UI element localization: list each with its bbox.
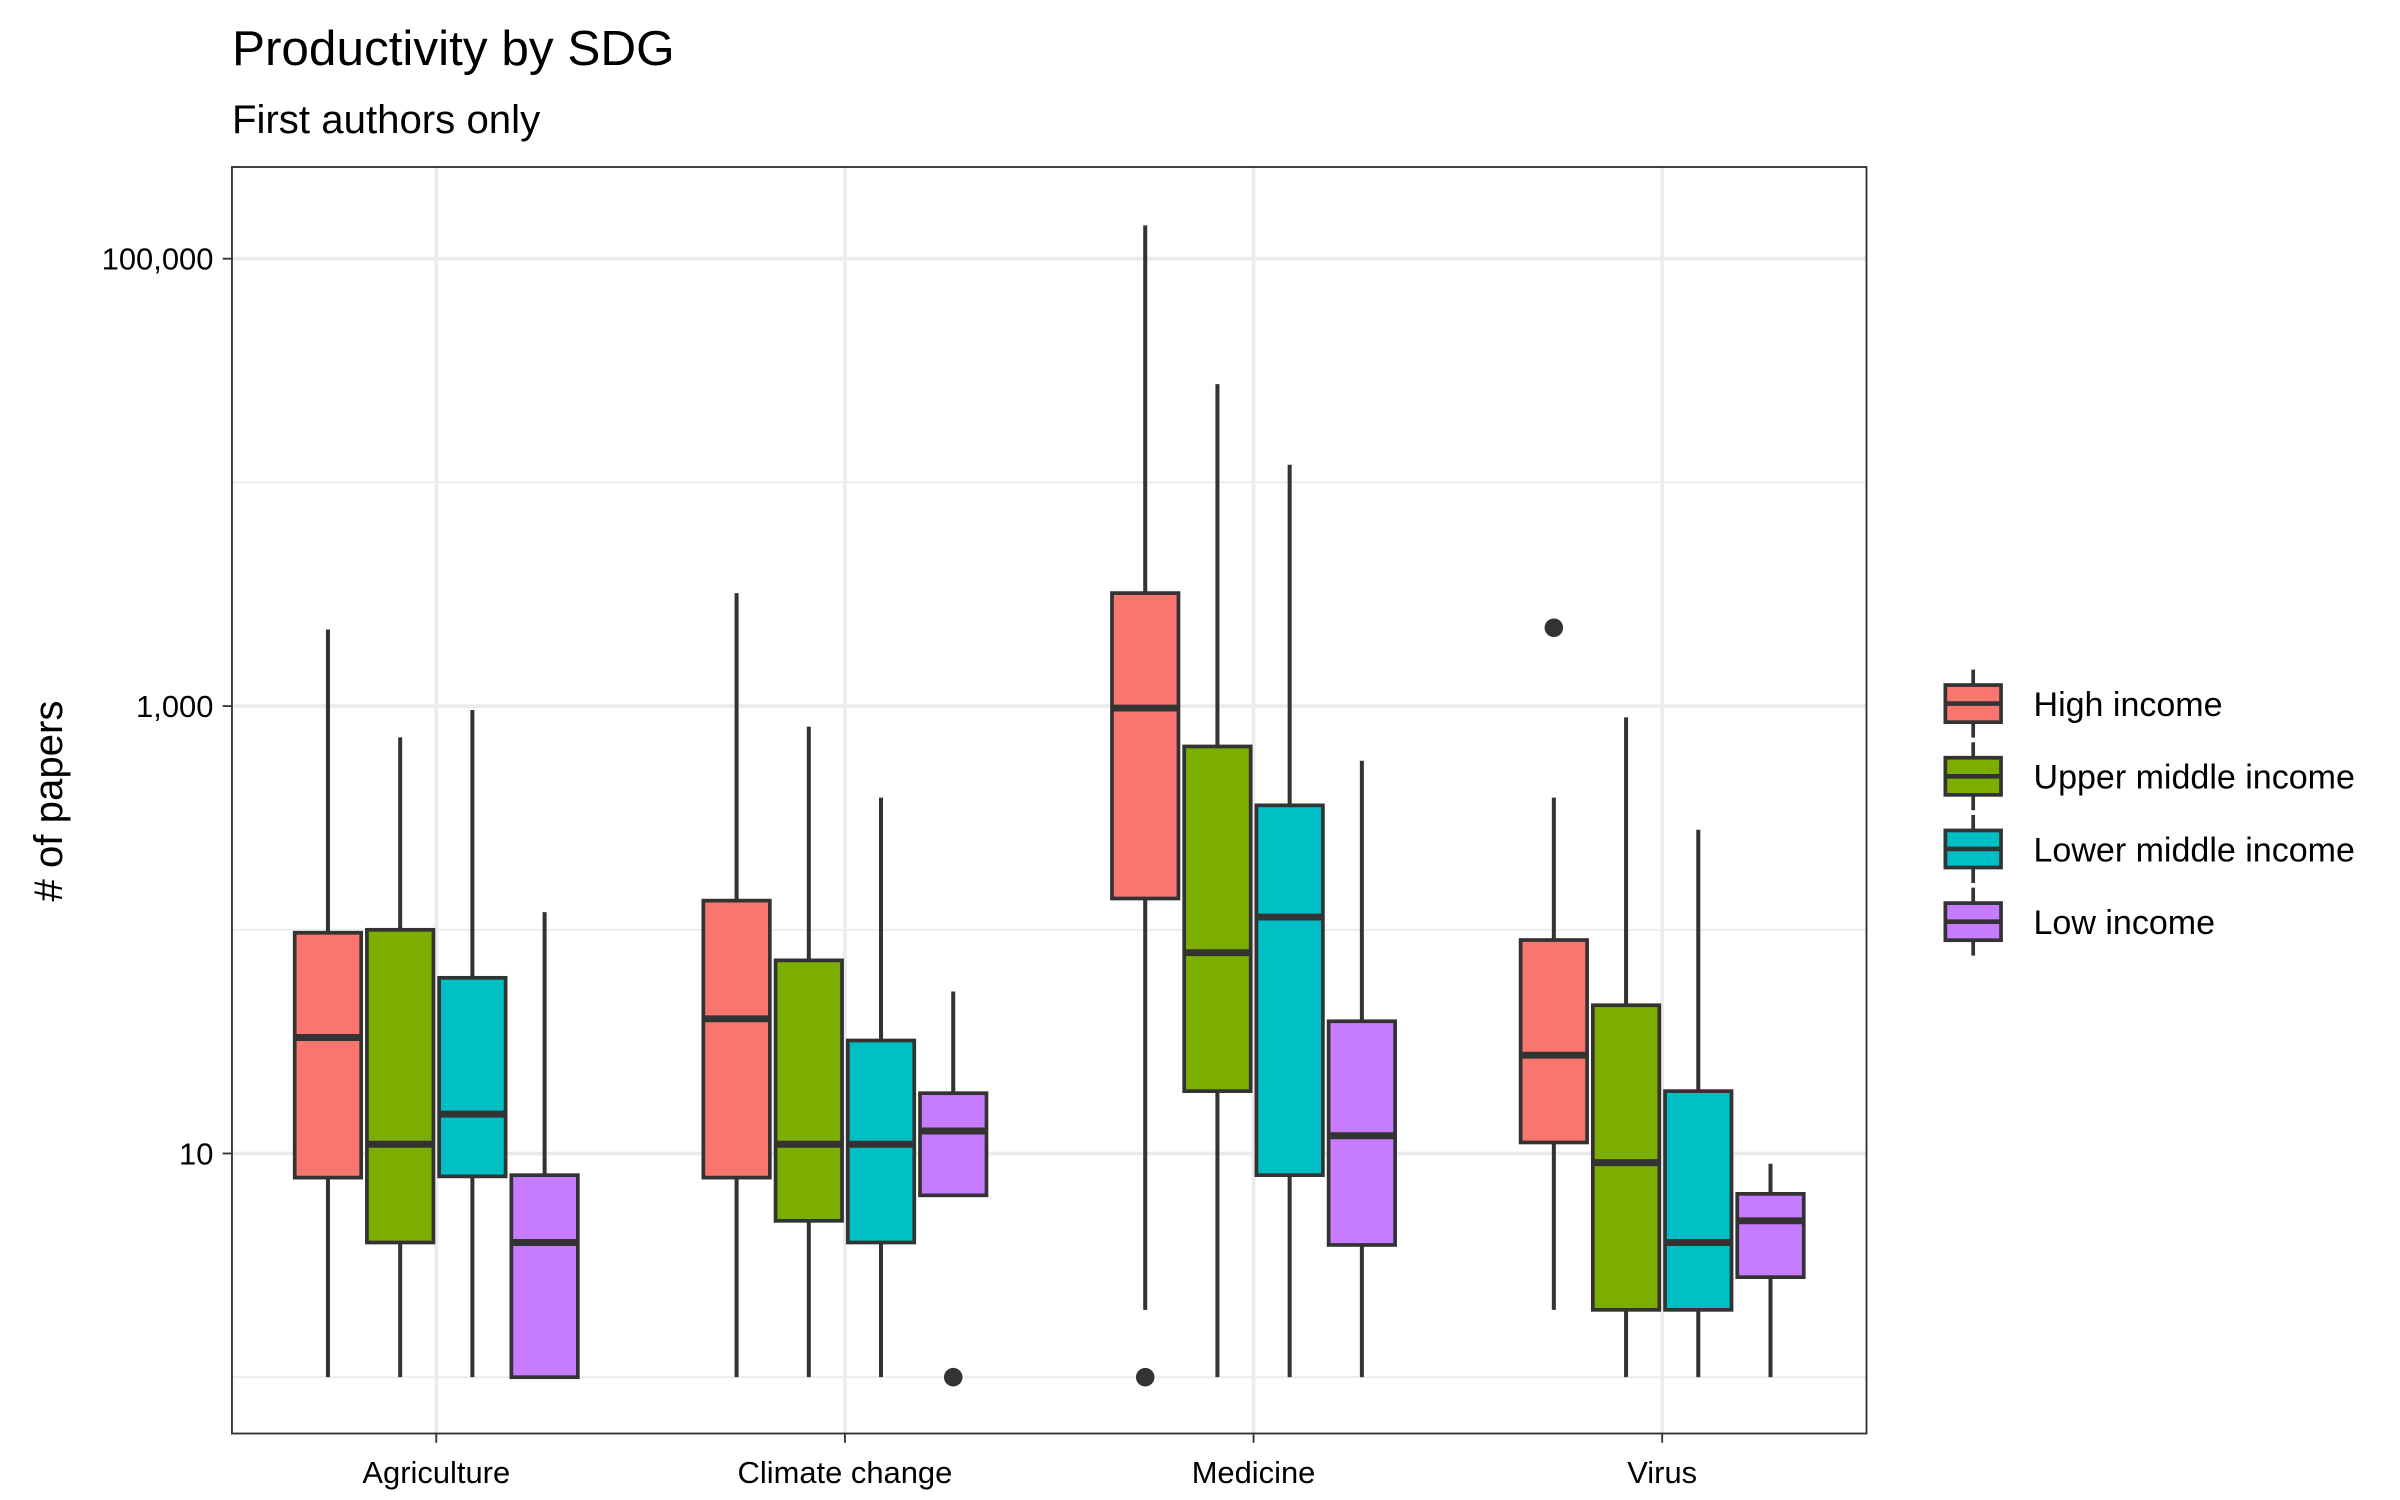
box-group	[773, 726, 844, 1378]
box-group	[918, 991, 989, 1387]
box	[365, 927, 436, 1245]
legend-item: High income	[1943, 669, 2223, 738]
box	[292, 930, 364, 1180]
box-group	[1735, 1163, 1806, 1378]
box	[509, 1173, 580, 1380]
legend-label: Lower middle income	[2034, 831, 2355, 869]
x-tick-label: Virus	[1627, 1455, 1697, 1490]
box	[1110, 591, 1181, 901]
legend-label: High income	[2034, 686, 2223, 724]
box-group	[292, 629, 364, 1378]
box-group	[1590, 717, 1662, 1378]
legend-item: Upper middle income	[1943, 742, 2355, 811]
legend-label: Upper middle income	[2034, 759, 2355, 797]
box-group	[365, 737, 436, 1378]
box	[1735, 1191, 1806, 1280]
legend-item: Lower middle income	[1943, 814, 2355, 883]
y-tick-label: 10	[179, 1136, 213, 1171]
legend-label: Low income	[2034, 904, 2216, 942]
box	[701, 898, 772, 1180]
box	[918, 1091, 989, 1198]
box	[437, 975, 508, 1179]
box	[1254, 803, 1325, 1178]
box-group	[437, 710, 508, 1378]
box	[1663, 1089, 1734, 1312]
box	[1182, 744, 1253, 1093]
box	[1590, 1003, 1662, 1312]
outlier	[1544, 618, 1564, 638]
y-axis-title: # of papers	[26, 700, 71, 901]
plot-border	[231, 166, 1868, 1435]
box	[1518, 938, 1589, 1145]
box-group	[1254, 464, 1325, 1378]
box-group	[1663, 829, 1734, 1378]
box-group	[701, 593, 772, 1378]
x-tick-label: Agriculture	[362, 1455, 510, 1490]
legend-item: Low income	[1943, 887, 2216, 956]
box-group	[1182, 384, 1253, 1378]
chart-subtitle: First authors only	[232, 97, 541, 142]
outlier	[1135, 1367, 1155, 1387]
outlier	[943, 1367, 963, 1387]
x-tick-label: Medicine	[1192, 1455, 1316, 1490]
x-tick-label: Climate change	[738, 1455, 953, 1490]
box-group	[509, 912, 580, 1380]
y-tick-label: 1,000	[136, 689, 213, 724]
chart-title: Productivity by SDG	[232, 21, 675, 76]
box-group	[1110, 225, 1181, 1387]
y-tick-label: 100,000	[102, 242, 214, 277]
box-group	[1326, 760, 1397, 1378]
box-group	[845, 797, 917, 1378]
box	[773, 958, 844, 1223]
box-group	[1518, 618, 1589, 1310]
